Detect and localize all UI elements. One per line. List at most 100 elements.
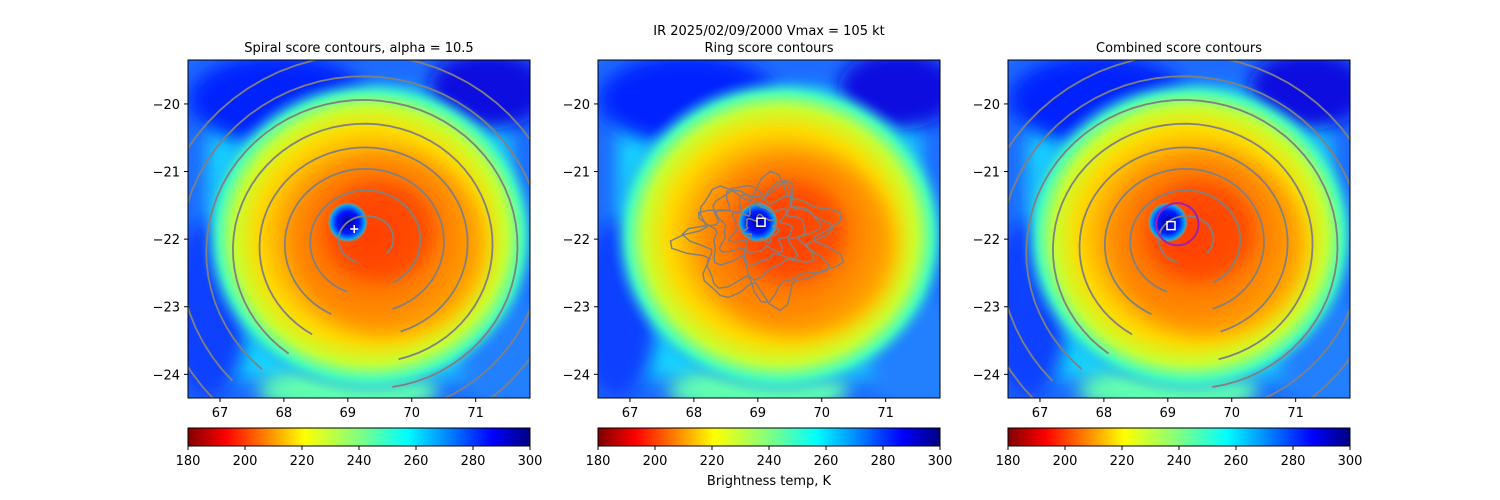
y-tick-label: −24 — [153, 368, 180, 383]
colorbar-tick-label: 200 — [1053, 454, 1078, 469]
contour-overlay — [669, 170, 845, 312]
eye-fit-circle — [1155, 202, 1200, 247]
y-tick-label: −20 — [563, 98, 590, 113]
y-tick-label: −23 — [153, 301, 180, 316]
ir-image — [188, 60, 530, 398]
colorbar-tick-label: 240 — [1167, 454, 1192, 469]
colorbar-tick-label: 280 — [871, 454, 896, 469]
x-tick-label: 68 — [686, 406, 703, 421]
axes-frame — [597, 59, 941, 399]
colorbar-tick-label: 200 — [233, 454, 258, 469]
spiral-contour — [1129, 189, 1242, 293]
y-tick-label: −21 — [563, 166, 590, 181]
axes-frame — [187, 59, 531, 399]
y-tick-label: −23 — [973, 301, 1000, 316]
spiral-contour — [188, 75, 530, 398]
colorbar-tick-label: 180 — [996, 454, 1021, 469]
y-tick-label: −24 — [563, 368, 590, 383]
spiral-contour — [1078, 146, 1289, 336]
x-tick-label: 69 — [340, 406, 357, 421]
x-tick-label: 71 — [877, 406, 894, 421]
ring-contour — [740, 213, 781, 244]
colorbar-tick-label: 260 — [814, 454, 839, 469]
spiral-contour — [1025, 98, 1339, 388]
spiral-contour — [283, 167, 445, 315]
spiral-contour — [258, 146, 469, 336]
ring-contour — [727, 202, 793, 254]
panel-title: Ring score contours — [704, 41, 833, 56]
axes-frame — [1007, 59, 1351, 399]
y-tick-label: −20 — [153, 98, 180, 113]
storm-eye — [737, 202, 778, 243]
center-marker — [1166, 220, 1176, 231]
colorbar-tick-label: 300 — [1338, 454, 1363, 469]
panel-3: Combined score contours 67 68 69 70 71 −20 −21 −… — [973, 41, 1363, 469]
panel-1: Spiral score contours, alpha = 10.5 67 68 6… — [153, 41, 543, 469]
colorbar-tick-label: 280 — [1281, 454, 1306, 469]
contour-overlay — [188, 60, 530, 398]
colorbar-tick-label: 240 — [757, 454, 782, 469]
colorbar-gradient — [597, 427, 941, 447]
panel-title: Combined score contours — [1096, 41, 1262, 56]
panel-title: Spiral score contours, alpha = 10.5 — [244, 41, 473, 56]
spiral-contour — [309, 189, 422, 293]
colorbar-tick-label: 260 — [404, 454, 429, 469]
x-tick-label: 67 — [1032, 406, 1049, 421]
panel-2: Ring score contours 67 68 69 70 71 −20 −21 −22 −2… — [563, 41, 953, 469]
colorbar-tick-label: 280 — [461, 454, 486, 469]
colorbar-tick-label: 240 — [347, 454, 372, 469]
spiral-contour — [1157, 215, 1215, 264]
spiral-contour — [1008, 60, 1350, 398]
colorbar-tick-label: 200 — [643, 454, 668, 469]
x-tick-label: 70 — [813, 406, 830, 421]
x-tick-label: 69 — [750, 406, 767, 421]
y-tick-label: −21 — [973, 166, 1000, 181]
spiral-contour — [337, 215, 395, 264]
x-tick-label: 70 — [1223, 406, 1240, 421]
y-tick-label: −22 — [563, 233, 590, 248]
ir-image — [598, 60, 940, 398]
spiral-contour — [188, 60, 530, 398]
colorbar-gradient — [187, 427, 531, 447]
colorbar-tick-label: 220 — [700, 454, 725, 469]
y-tick-label: −22 — [153, 233, 180, 248]
x-tick-label: 69 — [1160, 406, 1177, 421]
ir-image — [1008, 60, 1350, 398]
y-tick-label: −20 — [973, 98, 1000, 113]
colorbar-tick-label: 220 — [1110, 454, 1135, 469]
x-tick-label: 68 — [1096, 406, 1113, 421]
spiral-contour — [1103, 167, 1265, 315]
colorbar-tick-label: 180 — [176, 454, 201, 469]
spiral-contour — [231, 122, 494, 361]
center-marker — [350, 225, 359, 233]
ring-contour — [681, 179, 834, 304]
x-tick-label: 70 — [403, 406, 420, 421]
colorbar-label: Brightness temp, K — [707, 474, 832, 489]
ring-contour — [697, 179, 822, 282]
colorbar-tick-label: 180 — [586, 454, 611, 469]
spiral-contour — [1051, 122, 1314, 361]
y-tick-label: −23 — [563, 301, 590, 316]
colorbar-gradient — [1007, 427, 1351, 447]
x-tick-label: 67 — [622, 406, 639, 421]
colorbar: 180 200 220 240 260 280 300 — [586, 427, 953, 469]
spiral-contour — [205, 98, 519, 388]
y-tick-label: −22 — [973, 233, 1000, 248]
colorbar-tick-label: 260 — [1224, 454, 1249, 469]
center-marker — [756, 217, 766, 227]
colorbar-tick-label: 300 — [928, 454, 953, 469]
y-tick-label: −24 — [973, 368, 1000, 383]
colorbar: 180 200 220 240 260 280 300 — [176, 427, 543, 469]
x-tick-label: 68 — [276, 406, 293, 421]
ring-contour — [669, 170, 845, 312]
x-tick-label: 67 — [212, 406, 229, 421]
spiral-contour — [1008, 75, 1350, 398]
colorbar-tick-label: 300 — [518, 454, 543, 469]
colorbar-tick-label: 220 — [290, 454, 315, 469]
x-tick-label: 71 — [1287, 406, 1304, 421]
contour-overlay — [1008, 60, 1350, 398]
colorbar: 180 200 220 240 260 280 300 — [996, 427, 1363, 469]
ring-contour — [714, 194, 807, 267]
x-tick-label: 71 — [467, 406, 484, 421]
